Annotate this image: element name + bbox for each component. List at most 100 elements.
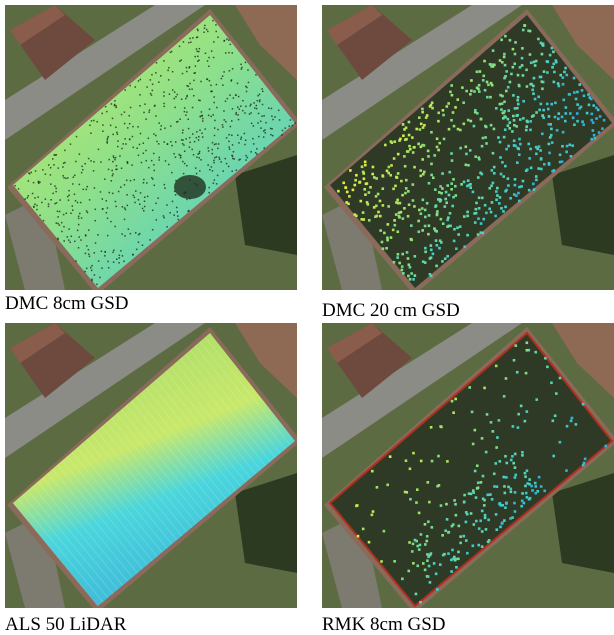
gap	[231, 108, 234, 110]
gap	[186, 111, 188, 113]
point	[479, 222, 483, 225]
gap	[82, 188, 85, 191]
gap	[123, 218, 126, 221]
point	[450, 93, 454, 97]
gap	[230, 120, 233, 122]
point	[469, 512, 473, 515]
point	[418, 116, 421, 119]
point	[446, 460, 449, 463]
gap	[185, 114, 187, 116]
point	[534, 175, 538, 178]
gap	[253, 102, 255, 104]
gap	[175, 206, 178, 209]
point	[509, 458, 513, 462]
point	[423, 224, 427, 228]
point	[381, 187, 385, 191]
point	[410, 550, 414, 553]
gap	[80, 217, 83, 219]
scan-line	[189, 349, 276, 458]
point	[423, 123, 426, 127]
gap	[62, 166, 64, 168]
gap	[92, 170, 95, 172]
point	[504, 89, 508, 93]
point	[447, 127, 451, 131]
gap	[113, 156, 115, 159]
gap	[119, 155, 121, 157]
shadow	[174, 175, 206, 199]
gap	[117, 190, 120, 193]
point	[412, 451, 415, 455]
scan-line	[17, 498, 104, 603]
trees	[552, 473, 614, 573]
point	[448, 170, 452, 174]
gap	[93, 252, 96, 254]
point	[364, 193, 367, 196]
gap	[278, 119, 281, 121]
point	[465, 152, 468, 156]
point	[474, 496, 478, 499]
gap	[231, 67, 234, 70]
point	[430, 459, 434, 463]
point	[424, 250, 427, 254]
gap	[237, 114, 239, 116]
point	[403, 164, 407, 168]
point	[475, 201, 478, 205]
point	[436, 484, 439, 488]
gap	[212, 56, 215, 59]
point	[434, 572, 438, 576]
point	[416, 564, 420, 568]
point	[589, 97, 593, 101]
gap	[115, 126, 117, 129]
gap	[116, 131, 118, 134]
gap	[63, 225, 65, 228]
point	[438, 563, 442, 566]
point	[553, 115, 557, 119]
gap	[110, 220, 112, 223]
caption: DMC 20 cm GSD	[322, 300, 460, 321]
gap	[201, 132, 203, 135]
gap	[138, 143, 141, 146]
point	[389, 173, 392, 177]
gap	[167, 69, 169, 72]
gap	[149, 79, 152, 81]
gap	[129, 232, 132, 235]
gap	[139, 78, 142, 81]
gap	[258, 135, 260, 138]
point	[427, 555, 430, 559]
point	[590, 112, 594, 116]
gap	[115, 165, 118, 167]
gap	[197, 60, 199, 62]
point	[413, 538, 417, 542]
point	[513, 476, 517, 479]
gap	[210, 115, 212, 118]
gap	[124, 89, 126, 91]
gap	[240, 136, 243, 139]
road	[322, 5, 522, 140]
point	[505, 476, 508, 479]
gap	[195, 36, 198, 39]
point	[453, 558, 457, 562]
gap	[236, 106, 239, 108]
point	[375, 177, 378, 180]
gap	[142, 182, 145, 184]
gap	[255, 74, 257, 76]
gap	[228, 70, 231, 72]
point	[441, 109, 445, 112]
gap	[224, 157, 227, 160]
gap	[78, 236, 80, 238]
point	[419, 533, 423, 536]
point	[516, 102, 520, 106]
point	[478, 70, 482, 73]
gap	[213, 134, 216, 137]
point	[349, 169, 352, 172]
point	[502, 175, 506, 178]
gap	[68, 228, 70, 230]
gap	[109, 124, 112, 127]
point	[413, 205, 416, 208]
gap	[169, 51, 172, 54]
gap	[192, 94, 195, 97]
point	[548, 136, 552, 139]
gap	[116, 168, 118, 170]
gap	[88, 253, 90, 255]
point	[417, 511, 421, 515]
